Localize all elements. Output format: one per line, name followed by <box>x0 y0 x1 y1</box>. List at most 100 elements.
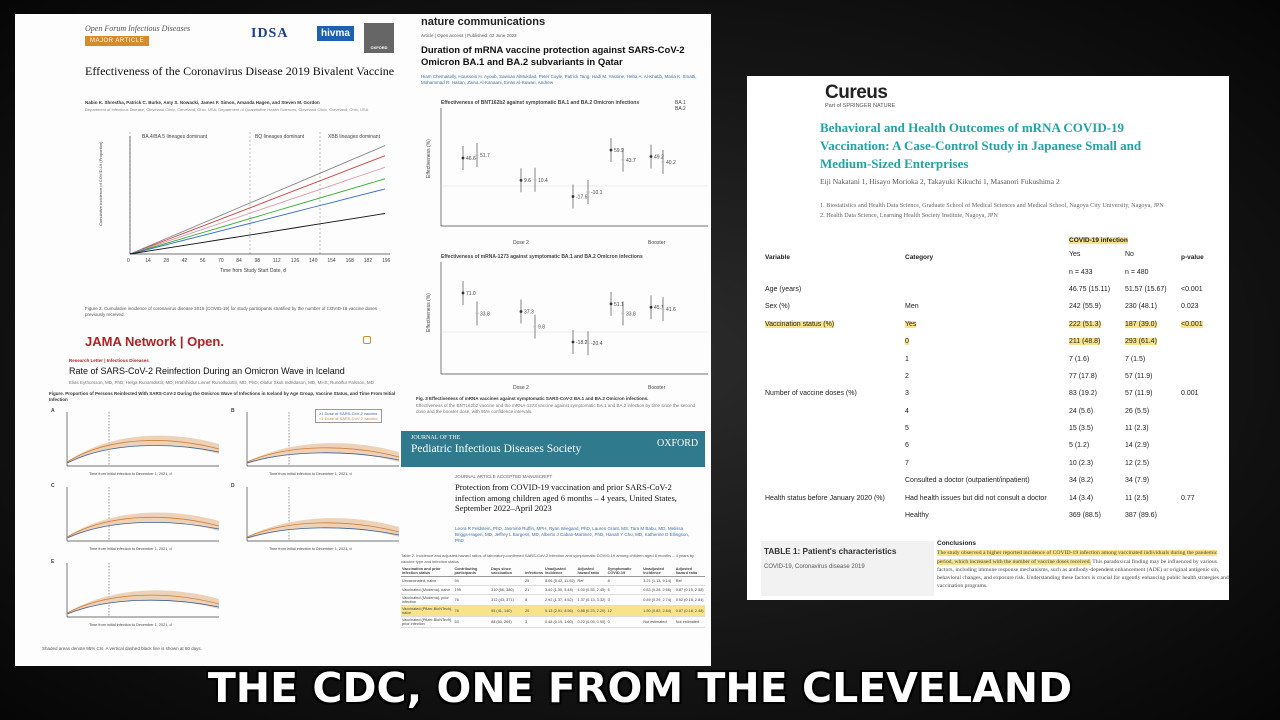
ci-band-unvax <box>67 590 219 615</box>
point-estimate <box>519 178 523 182</box>
pids-cell: 195 <box>453 585 491 595</box>
natcomm-meta: Article | Open access | Published: 02 Ju… <box>421 33 517 38</box>
table-cell-no: 26 (5.5) <box>1121 403 1177 420</box>
panel-letter: C <box>51 483 55 489</box>
pids-table: Vaccination and prior infection status Co… <box>401 566 705 628</box>
pids-cell: 12 <box>606 605 643 617</box>
cell-text: 14 (2.9) <box>1125 442 1150 450</box>
value-label: 41.6 <box>666 307 676 313</box>
table-cell-p: 0.023 <box>1177 298 1229 315</box>
cell-text: 0.77 <box>1181 494 1195 502</box>
pids-cell: Vaccinated (Pfizer-BioNTech), naive <box>401 605 454 617</box>
table-cell-no: 12 (2.5) <box>1121 455 1177 472</box>
cell-text: 34 (7.9) <box>1125 477 1150 485</box>
cell-text: <0.001 <box>1181 285 1203 293</box>
x-tick-label: 42 <box>182 258 188 264</box>
table-cell-yes: 7 (1.6) <box>1065 350 1121 367</box>
value-label: 9.6 <box>524 178 531 184</box>
table-cell-p <box>1177 507 1229 524</box>
cell-text: 222 (51.3) <box>1069 320 1101 328</box>
cell-text: Healthy <box>905 512 929 520</box>
value-label: -17.6 <box>576 195 588 201</box>
period-label-1: BA.4/BA.5 lineages dominant <box>142 134 208 140</box>
cell-text: Had health issues but did not consult a … <box>905 494 1047 502</box>
pids-col-header: Contributing participants <box>453 566 491 577</box>
cell-text: 77 (17.8) <box>1069 372 1098 380</box>
pids-cell: 3 <box>524 616 544 628</box>
cell-text: 7 <box>905 459 909 467</box>
pids-cell <box>490 576 525 586</box>
pids-header-bar: JOURNAL OF THE Pediatric Infectious Dise… <box>401 431 705 467</box>
point-estimate <box>571 195 575 198</box>
table-caption: TABLE 1: Patient's characteristics <box>764 547 897 556</box>
jama-authors: Elias Eythorsson, MD, PhD; Helga Runarsd… <box>69 380 374 385</box>
table-row: 4 24 (5.6) 26 (5.5) <box>761 403 1229 420</box>
point-estimate <box>533 325 537 329</box>
legend-entry: <1 Dose of SARS-CoV-2 vaccine <box>319 416 378 421</box>
cell-text: 5 <box>905 425 909 433</box>
table-row: Health status before January 2020 (%) Had… <box>761 489 1229 506</box>
cell-text: 15 (3.5) <box>1069 425 1094 433</box>
table-cell-no: 51.57 (15.67) <box>1121 281 1177 298</box>
pids-title: Protection from COVID-19 vaccination and… <box>455 482 677 513</box>
point-estimate <box>609 148 613 152</box>
point-estimate <box>571 340 575 344</box>
pids-cell: 95 (41, 140) <box>490 605 525 617</box>
conclusions-title: Conclusions <box>937 540 977 547</box>
point-estimate <box>475 153 479 157</box>
table-cell-category <box>901 281 1065 298</box>
table-cell-category: 5 <box>901 420 1065 437</box>
value-label: 59.9 <box>614 148 624 154</box>
group-booster: Booster <box>648 240 666 246</box>
table-header-row-3: n = 433 n = 480 <box>761 263 1229 280</box>
table-row: 2 77 (17.8) 57 (11.9) <box>761 368 1229 385</box>
table-row: Sex (%) Men 242 (55.9) 230 (48.1) 0.023 <box>761 298 1229 315</box>
cell-text: 2 <box>905 372 909 380</box>
cureus-paper: Cureus Part of SPRINGER NATURE Behaviora… <box>747 76 1229 600</box>
incidence-line <box>129 145 386 255</box>
natcomm-ylabel-1: Effectiveness (%) <box>426 139 432 178</box>
curve-vax <box>66 522 220 539</box>
table-cell-yes: 222 (51.3) <box>1065 316 1121 333</box>
x-tick-label: 126 <box>291 258 300 264</box>
table-cell-p <box>1177 333 1229 350</box>
ofid-ylabel: Cumulative Incidence of COVID-19 (Propor… <box>98 141 103 226</box>
ofid-article-tag: MAJOR ARTICLE <box>85 36 150 46</box>
x-tick-label: 14 <box>145 258 151 264</box>
pids-cell: Unvaccinated, naive <box>401 576 454 586</box>
legend-ba2: BA.2 <box>675 106 686 112</box>
jama-title: Rate of SARS-CoV-2 Reinfection During an… <box>69 366 345 376</box>
point-estimate <box>586 190 590 194</box>
table-cell-variable: Number of vaccine doses (%) <box>761 385 901 402</box>
table-cell-variable <box>761 472 901 489</box>
pids-cell: 5.13 (2.91, 8.56) <box>544 605 577 617</box>
value-label: 46.6 <box>466 156 476 162</box>
table-cell-yes: 77 (17.8) <box>1065 368 1121 385</box>
table-cell-yes: 14 (3.4) <box>1065 489 1121 506</box>
table-row: Consulted a doctor (outpatient/inpatient… <box>761 472 1229 489</box>
jama-brand: JAMA Network | Open. <box>85 334 224 349</box>
pids-tag: JOURNAL ARTICLE ACCEPTED MANUSCRIPT <box>455 474 553 479</box>
lock-icon <box>363 336 371 344</box>
curve-unvax <box>66 440 220 463</box>
pids-cell: 53 <box>453 616 491 628</box>
value-label: 49.2 <box>654 154 664 160</box>
pids-cell: Vaccinated (Pfizer-BioNTech), prior infe… <box>401 616 454 628</box>
incidence-line <box>129 188 386 255</box>
table-row: 7 10 (2.3) 12 (2.5) <box>761 455 1229 472</box>
incidence-line <box>129 213 386 255</box>
pids-cell: 3.21 (1.13, 9.14) <box>642 576 675 586</box>
curve-unvax <box>246 522 400 538</box>
group-booster-b: Booster <box>648 385 666 391</box>
cell-text: 10 (2.3) <box>1069 459 1094 467</box>
pids-row: Unvaccinated, naive 94 25 8.06 (5.42, 11.92… <box>401 576 705 586</box>
panel-xlabel: Time from initial infection to December … <box>269 547 352 551</box>
table-cell-variable <box>761 368 901 385</box>
cell-text: <0.001 <box>1181 320 1203 328</box>
natcomm-chart-bnt: Effectiveness of BNT162b2 against sympto… <box>426 100 708 246</box>
table-cell-no: 387 (89.6) <box>1121 507 1177 524</box>
table-cell-variable <box>761 403 901 420</box>
ofid-title: Effectiveness of the Coronavirus Disease… <box>85 64 395 78</box>
pids-cell: 2.92 (1.37, 4.52) <box>544 594 577 606</box>
col-category: Category <box>905 253 934 261</box>
